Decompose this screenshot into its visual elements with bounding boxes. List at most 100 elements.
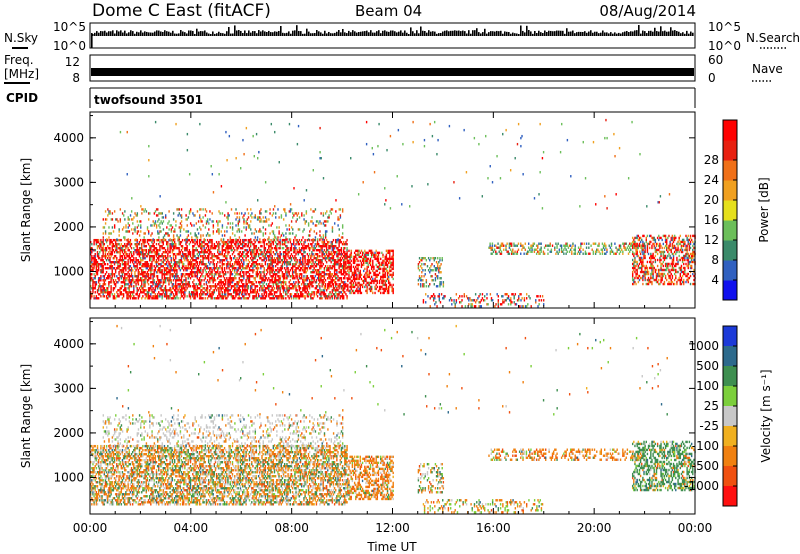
echo-cell [146, 291, 149, 294]
echo-cell [298, 287, 301, 290]
echo-cell [198, 250, 201, 254]
echo-cell [173, 289, 176, 292]
echo-cell [383, 279, 385, 283]
echo-cell [146, 238, 149, 242]
echo-cell [147, 232, 150, 235]
echo-cell [374, 255, 376, 259]
echo-cell [329, 265, 331, 268]
noise-bar [212, 31, 214, 36]
echo-cell [108, 212, 110, 215]
nsky-label: N.Sky [4, 31, 38, 45]
echo-cell [282, 279, 285, 282]
echo-cell [246, 271, 248, 274]
echo-cell [101, 267, 103, 270]
echo-cell [368, 261, 371, 265]
echo-cell [168, 228, 170, 231]
echo-cell [227, 263, 229, 266]
echo-cell [217, 256, 219, 260]
echo-cell [108, 210, 110, 213]
echo-cell [184, 248, 186, 252]
noise-bar [350, 32, 352, 36]
echo-cell [346, 273, 348, 276]
noise-bar [498, 31, 500, 36]
echo-cell [300, 252, 303, 256]
echo-cell [160, 285, 162, 288]
echo-cell [313, 244, 315, 248]
echo-cell [314, 275, 317, 278]
echo-cell [274, 244, 277, 248]
echo-cell [331, 248, 334, 252]
echo-cell [293, 263, 295, 266]
echo-cell [144, 285, 146, 288]
echo-cell [152, 242, 154, 246]
echo-cell [391, 255, 393, 259]
echo-cell [311, 279, 313, 282]
echo-cell [240, 242, 243, 246]
echo-cell [248, 269, 251, 272]
echo-cell [232, 238, 235, 242]
echo-cell [298, 263, 301, 266]
echo-cell [206, 250, 209, 254]
echo-cell [305, 291, 307, 294]
echo-cell [257, 267, 260, 270]
echo-cell [197, 267, 200, 270]
echo-cell [270, 244, 272, 248]
echo-cell [307, 256, 310, 260]
echo-cell [193, 289, 195, 292]
echo-cell [390, 249, 392, 253]
echo-cell [293, 285, 295, 288]
echo-cell [325, 246, 328, 250]
echo-cell [324, 242, 327, 246]
echo-cell [162, 259, 164, 262]
echo-cell [110, 277, 112, 280]
echo-cell [180, 285, 183, 288]
echo-cell [151, 285, 153, 288]
echo-cell [131, 279, 134, 282]
echo-cell [245, 285, 247, 288]
echo-cell [240, 212, 243, 215]
echo-cell [247, 238, 250, 242]
echo-cell [266, 254, 269, 258]
echo-cell [203, 246, 205, 250]
echo-cell [91, 254, 93, 258]
echo-cell [319, 287, 321, 290]
echo-cell [273, 256, 276, 260]
echo-cell [105, 259, 108, 262]
echo-cell [338, 248, 340, 252]
echo-cell [269, 240, 271, 244]
echo-cell [389, 253, 391, 257]
echo-cell [178, 263, 180, 266]
echo-cell [239, 259, 242, 262]
echo-cell [263, 291, 265, 294]
echo-cell [194, 289, 196, 292]
echo-cell [229, 281, 231, 284]
echo-cell [146, 263, 149, 266]
noise-bar [190, 30, 192, 36]
echo-cell [152, 297, 154, 300]
echo-cell [231, 226, 234, 229]
echo-cell [337, 256, 339, 260]
echo-cell [99, 256, 101, 260]
echo-cell [171, 285, 174, 288]
echo-cell [196, 263, 199, 266]
echo-cell [335, 273, 337, 276]
echo-cell [196, 269, 199, 272]
echo-cell [240, 291, 243, 294]
echo-cell [281, 259, 284, 262]
echo-cell [303, 271, 305, 274]
echo-cell [281, 285, 284, 288]
echo-cell [265, 210, 268, 213]
echo-cell [90, 275, 92, 278]
echo-cell [134, 242, 136, 246]
echo-cell [121, 246, 124, 250]
echo-cell [247, 250, 250, 254]
echo-cell [198, 252, 201, 256]
echo-cell [169, 279, 171, 282]
echo-cell [106, 218, 108, 221]
echo-cell [141, 244, 143, 248]
echo-cell [238, 295, 241, 298]
echo-cell [221, 259, 223, 262]
echo-cell [247, 285, 250, 288]
echo-cell [123, 214, 125, 217]
echo-cell [167, 289, 169, 292]
